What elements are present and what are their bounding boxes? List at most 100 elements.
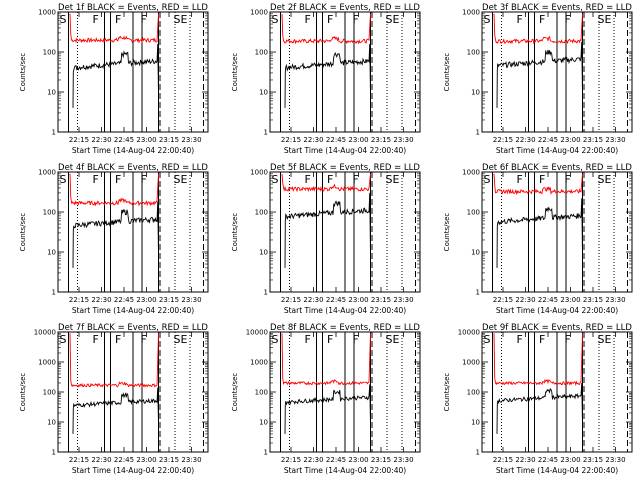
x-tick-label: 23:00 <box>560 456 580 464</box>
segment-label: S <box>272 13 279 26</box>
segment-label: F <box>93 173 99 186</box>
panel-title: Det 2f BLACK = Events, RED = LLD <box>270 3 420 13</box>
plot-frame <box>269 11 421 133</box>
y-tick-label: 1 <box>52 129 56 137</box>
segment-label: F <box>327 13 333 26</box>
events-series <box>284 43 371 108</box>
x-tick-label: 23:30 <box>605 296 625 304</box>
panel-title: Det 1f BLACK = Events, RED = LLD <box>58 3 208 13</box>
lld-series <box>281 333 371 386</box>
x-tick-label: 22:45 <box>326 456 346 464</box>
segment-label: F <box>517 13 523 26</box>
x-tick-label: 22:30 <box>303 456 323 464</box>
x-tick-label: 23:30 <box>605 136 625 144</box>
x-tick-label: 22:30 <box>515 296 535 304</box>
x-tick-label: 23:00 <box>560 296 580 304</box>
panel-title: Det 3f BLACK = Events, RED = LLD <box>482 3 632 13</box>
segment-label: S <box>484 333 491 346</box>
lld-series <box>69 13 159 44</box>
events-series <box>72 387 159 434</box>
x-tick-label: 22:45 <box>538 456 558 464</box>
y-tick-label: 10 <box>259 89 268 97</box>
y-tick-label: 10 <box>47 419 56 427</box>
y-tick-label: 1 <box>264 449 268 457</box>
plot-frame <box>269 171 421 293</box>
y-tick-label: 10 <box>259 249 268 257</box>
y-tick-label: 1000 <box>38 359 56 367</box>
events-series <box>496 198 583 268</box>
lld-series <box>493 13 583 45</box>
segment-label: F <box>539 13 545 26</box>
segment-label: F <box>93 333 99 346</box>
panel-1: Det 1f BLACK = Events, RED = LLD Counts/s… <box>19 3 209 155</box>
y-axis-label: Counts/sec <box>231 213 239 252</box>
x-tick-label: 23:15 <box>159 456 179 464</box>
x-tick-label: 22:45 <box>114 456 134 464</box>
plot-frame <box>481 171 633 293</box>
segment-label: S <box>272 173 279 186</box>
y-tick-label: 1000 <box>250 9 268 17</box>
x-tick-label: 23:15 <box>583 296 603 304</box>
events-series <box>496 382 583 434</box>
lld-series <box>69 333 159 388</box>
y-tick-label: 100 <box>43 49 56 57</box>
lld-series <box>493 173 583 196</box>
x-tick-label: 23:00 <box>136 456 156 464</box>
x-axis-label: Start Time (14-Aug-04 22:00:40) <box>72 146 194 155</box>
segment-label: SE <box>386 173 400 186</box>
panel-9: Det 9f BLACK = Events, RED = LLD Counts/s… <box>443 323 633 475</box>
x-tick-label: 22:45 <box>326 296 346 304</box>
segment-label: F <box>565 13 571 26</box>
segment-label: F <box>141 173 147 186</box>
x-tick-label: 22:45 <box>326 136 346 144</box>
y-tick-label: 1000 <box>250 169 268 177</box>
x-tick-label: 23:30 <box>393 456 413 464</box>
x-tick-label: 23:00 <box>136 296 156 304</box>
panel-7: Det 7f BLACK = Events, RED = LLD Counts/s… <box>19 323 209 475</box>
x-tick-label: 22:30 <box>515 456 535 464</box>
segment-label: F <box>539 173 545 186</box>
lld-series <box>281 173 371 193</box>
y-tick-label: 1 <box>264 289 268 297</box>
panel-title: Det 4f BLACK = Events, RED = LLD <box>58 163 208 173</box>
segment-label: F <box>539 333 545 346</box>
y-tick-label: 1000 <box>38 169 56 177</box>
y-tick-label: 10000 <box>246 329 268 337</box>
x-tick-label: 22:15 <box>493 296 513 304</box>
x-axis-label: Start Time (14-Aug-04 22:00:40) <box>496 306 618 315</box>
segment-label: SE <box>598 13 612 26</box>
y-tick-label: 100 <box>43 209 56 217</box>
x-tick-label: 22:45 <box>538 136 558 144</box>
x-tick-label: 23:30 <box>181 296 201 304</box>
x-tick-label: 23:00 <box>348 296 368 304</box>
x-tick-label: 22:30 <box>303 136 323 144</box>
panel-title: Det 9f BLACK = Events, RED = LLD <box>482 323 632 333</box>
y-tick-label: 100 <box>255 389 268 397</box>
x-axis-label: Start Time (14-Aug-04 22:00:40) <box>496 466 618 475</box>
x-axis-label: Start Time (14-Aug-04 22:00:40) <box>496 146 618 155</box>
y-axis-label: Counts/sec <box>231 53 239 92</box>
segment-label: S <box>484 173 491 186</box>
segment-label: F <box>327 333 333 346</box>
x-tick-label: 23:30 <box>393 296 413 304</box>
x-tick-label: 22:45 <box>114 296 134 304</box>
x-tick-label: 23:15 <box>583 456 603 464</box>
y-tick-label: 10 <box>471 249 480 257</box>
events-series <box>72 43 159 108</box>
panel-title: Det 7f BLACK = Events, RED = LLD <box>58 323 208 333</box>
y-axis-label: Counts/sec <box>19 213 27 252</box>
plot-frame <box>269 331 421 453</box>
plot-frame <box>481 331 633 453</box>
y-tick-label: 100 <box>255 209 268 217</box>
x-axis-label: Start Time (14-Aug-04 22:00:40) <box>284 466 406 475</box>
y-tick-label: 1 <box>476 449 480 457</box>
y-tick-label: 1 <box>476 129 480 137</box>
x-tick-label: 22:30 <box>91 456 111 464</box>
x-axis-label: Start Time (14-Aug-04 22:00:40) <box>72 466 194 475</box>
x-tick-label: 22:15 <box>493 136 513 144</box>
x-tick-label: 23:00 <box>348 136 368 144</box>
x-tick-label: 23:00 <box>348 456 368 464</box>
y-tick-label: 10 <box>47 249 56 257</box>
segment-label: F <box>353 173 359 186</box>
